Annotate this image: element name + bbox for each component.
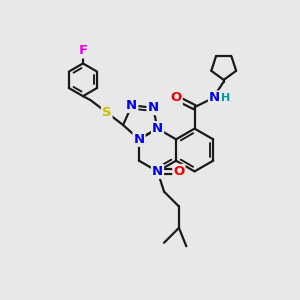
Text: O: O <box>173 165 184 178</box>
Text: S: S <box>102 106 112 119</box>
Text: N: N <box>152 122 163 135</box>
Text: N: N <box>134 133 145 146</box>
Text: N: N <box>209 92 220 104</box>
Text: F: F <box>78 44 88 58</box>
Text: N: N <box>126 99 137 112</box>
Text: N: N <box>152 165 163 178</box>
Text: O: O <box>170 92 182 104</box>
Text: N: N <box>148 101 159 114</box>
Text: H: H <box>221 93 230 103</box>
